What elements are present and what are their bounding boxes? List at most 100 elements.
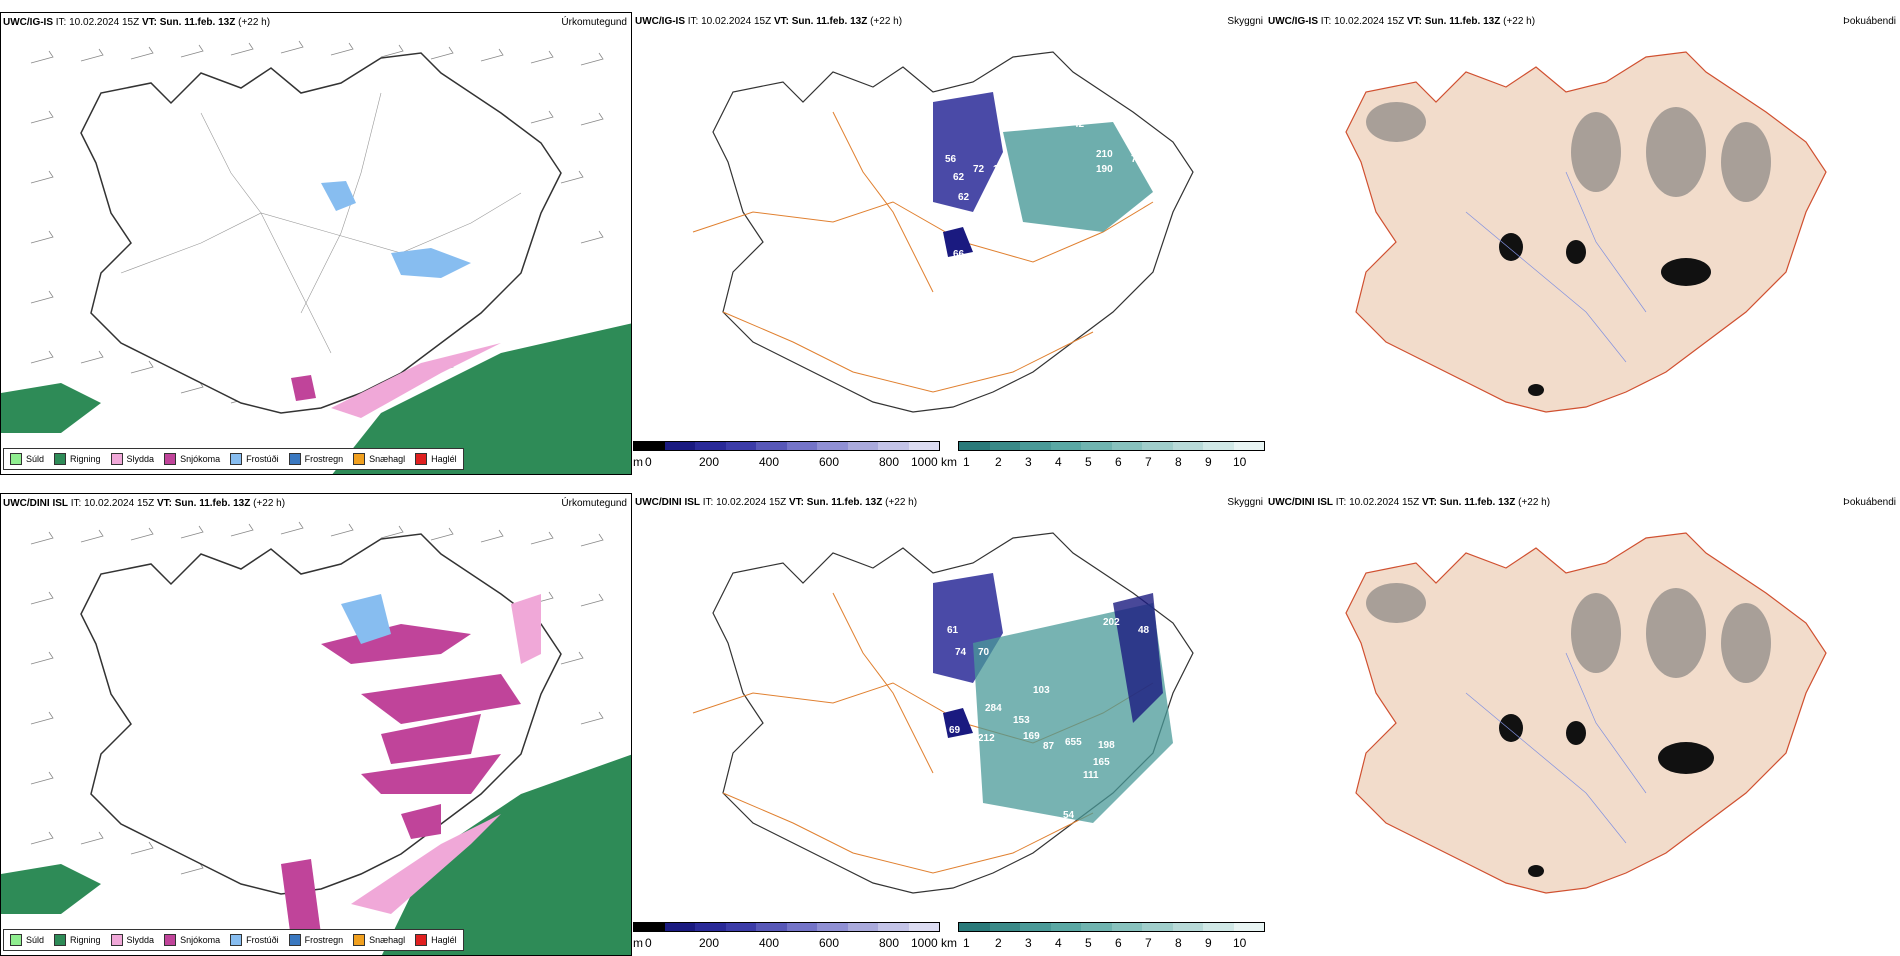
visibility-label: 165 <box>1093 757 1110 768</box>
scale-tick: 0 <box>645 455 652 469</box>
fog-shading <box>1366 102 1771 202</box>
legend-item: Frostregn <box>288 453 343 465</box>
visibility-scale-m <box>633 441 940 451</box>
visibility-label: 12 <box>993 164 1005 175</box>
scale-tick: 3 <box>1025 936 1032 950</box>
scale-tick: 7 <box>1145 455 1152 469</box>
visibility-value-labels: 61 74 70 69 284 153 169 87 212 655 198 1… <box>947 585 1150 821</box>
it-value: 10.02.2024 15Z <box>84 498 155 509</box>
model-name: UWC/IG-IS <box>1268 16 1318 27</box>
island-land <box>1345 532 1827 894</box>
scale-tick: 9 <box>1205 936 1212 950</box>
rain-area-west <box>1 383 101 433</box>
panel-header: UWC/IG-IS IT: 10.02.2024 15Z VT: Sun. 11… <box>3 17 270 28</box>
legend-item: Slydda <box>110 934 154 946</box>
scale-tick: 800 <box>879 455 900 469</box>
scale-tick: 800 <box>879 936 900 950</box>
precip-legend: Súld Rigning Slydda Snjókoma Frostúði Fr… <box>3 929 464 951</box>
fog-map <box>1345 51 1827 413</box>
fog-dense <box>1499 233 1711 396</box>
visibility-label: 56 <box>945 154 957 165</box>
scale-tick: 5 <box>1085 455 1092 469</box>
visibility-label: 212 <box>978 733 995 744</box>
visibility-label: 48 <box>1138 625 1150 636</box>
wind-barbs <box>30 40 604 404</box>
visibility-label: 61 <box>947 625 959 636</box>
fog-dense <box>1499 714 1714 877</box>
vt-value: VT: Sun. 11.feb. 13Z <box>1421 497 1516 508</box>
island-land <box>1345 51 1827 413</box>
visibility-label: 173 <box>1088 605 1105 616</box>
panel-header: UWC/DINI ISL IT: 10.02.2024 15Z VT: Sun.… <box>1268 497 1550 508</box>
visibility-label: 655 <box>1065 737 1082 748</box>
panel-title: Þokuábendi <box>1843 16 1896 27</box>
visibility-label: 62 <box>953 172 965 183</box>
legend-item: Rigning <box>54 934 101 946</box>
legend-item: Frostúði <box>230 453 279 465</box>
panel-header: UWC/DINI ISL IT: 10.02.2024 15Z VT: Sun.… <box>635 497 917 508</box>
lead-time: (+22 h) <box>1503 16 1536 27</box>
visibility-label: 153 <box>1013 715 1030 726</box>
visibility-panel-bottom: UWC/DINI ISL IT: 10.02.2024 15Z VT: Sun.… <box>633 493 1265 956</box>
freezing-drizzle-patch <box>391 248 471 278</box>
panel-header: UWC/IG-IS IT: 10.02.2024 15Z VT: Sun. 11… <box>635 16 902 27</box>
it-value: 10.02.2024 15Z <box>1349 497 1420 508</box>
scale-tick: 7 <box>1145 936 1152 950</box>
lead-time: (+22 h) <box>238 17 271 28</box>
rain-area <box>332 323 631 474</box>
visibility-label: 47 <box>1033 242 1045 253</box>
scale-tick: 400 <box>759 936 780 950</box>
roads <box>692 111 1154 393</box>
scale-tick: 2 <box>995 936 1002 950</box>
precip-map <box>1 40 631 474</box>
scale-tick: 1 <box>963 455 970 469</box>
scale-tick: 6 <box>1115 936 1122 950</box>
scale-tick: 3 <box>1025 455 1032 469</box>
it-label: IT: <box>702 497 714 508</box>
panel-header: UWC/DINI ISL IT: 10.02.2024 15Z VT: Sun.… <box>3 498 285 509</box>
fog-panel-bottom: UWC/DINI ISL IT: 10.02.2024 15Z VT: Sun.… <box>1266 493 1900 956</box>
wind-barbs <box>30 521 604 875</box>
legend-item: Súld <box>10 934 44 946</box>
panel-title: Skyggni <box>1227 16 1263 27</box>
scale-tick: 6 <box>1115 455 1122 469</box>
low-visibility-patch <box>943 227 973 257</box>
legend-item: Snjókoma <box>164 453 220 465</box>
visibility-label: 265 <box>1078 585 1095 596</box>
visibility-label: 70 <box>978 647 990 658</box>
scale-unit-km: km <box>941 936 957 950</box>
visibility-label: 143 <box>1013 266 1030 277</box>
visibility-scale-km <box>958 441 1265 451</box>
panel-header: UWC/IG-IS IT: 10.02.2024 15Z VT: Sun. 11… <box>1268 16 1535 27</box>
visibility-label: 105 <box>988 204 1005 215</box>
model-name: UWC/DINI ISL <box>3 498 68 509</box>
legend-item: Snæhagl <box>353 934 405 946</box>
scale-unit-km: km <box>941 455 957 469</box>
panel-title: Þokuábendi <box>1843 497 1896 508</box>
scale-tick: 200 <box>699 455 720 469</box>
rivers <box>1465 652 1647 844</box>
vt-value: VT: Sun. 11.feb. 13Z <box>141 17 236 28</box>
it-value: 10.02.2024 15Z <box>1334 16 1405 27</box>
scale-tick: 4 <box>1055 936 1062 950</box>
scale-tick: 5 <box>1085 936 1092 950</box>
fog-map <box>1345 532 1827 894</box>
precip-type-panel-bottom: UWC/DINI ISL IT: 10.02.2024 15Z VT: Sun.… <box>0 493 632 956</box>
vt-value: VT: Sun. 11.feb. 13Z <box>788 497 883 508</box>
it-label: IT: <box>70 498 82 509</box>
model-name: UWC/IG-IS <box>3 17 53 28</box>
visibility-label: 284 <box>985 703 1002 714</box>
sleet-area <box>351 814 501 914</box>
scale-tick: 1000 <box>911 936 938 950</box>
legend-item: Frostúði <box>230 934 279 946</box>
visibility-map: 61 74 70 69 284 153 169 87 212 655 198 1… <box>692 532 1194 894</box>
scale-tick: 400 <box>759 455 780 469</box>
precip-type-panel-top: UWC/IG-IS IT: 10.02.2024 15Z VT: Sun. 11… <box>0 12 632 475</box>
visibility-panel-top: UWC/IG-IS IT: 10.02.2024 15Z VT: Sun. 11… <box>633 12 1265 475</box>
vt-value: VT: Sun. 11.feb. 13Z <box>773 16 868 27</box>
low-visibility-area <box>933 92 1003 212</box>
moderate-visibility-area <box>1003 122 1153 232</box>
sleet-area <box>331 343 501 418</box>
visibility-label: 114 <box>873 259 890 270</box>
visibility-label: 72 <box>973 164 985 175</box>
